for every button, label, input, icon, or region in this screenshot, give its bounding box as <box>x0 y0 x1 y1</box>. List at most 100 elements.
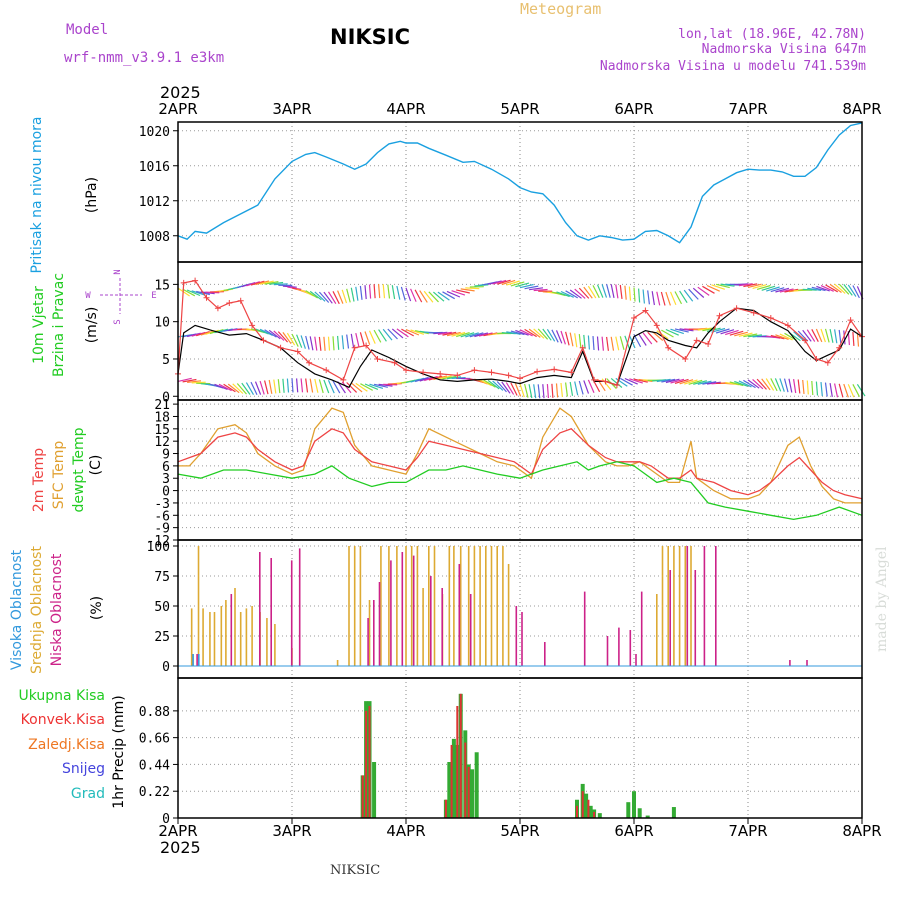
wind-barb <box>350 287 355 302</box>
wind-barb <box>332 380 341 394</box>
wind-barb <box>510 281 525 287</box>
wind-gust-marker <box>802 337 808 344</box>
wind-barb <box>624 377 638 385</box>
wind-barb <box>811 329 819 342</box>
wind-barb <box>264 380 269 395</box>
wind-gust-marker <box>705 341 712 348</box>
wind-barb <box>264 329 277 338</box>
wind-barb <box>487 379 500 390</box>
y-tick-label: -3 <box>154 497 170 512</box>
wind-barb <box>254 381 262 395</box>
wind-barb <box>852 285 860 299</box>
wind-barb <box>583 286 593 299</box>
wind-barb <box>574 333 578 348</box>
lonlat-text: lon,lat (18.96E, 42.78N) <box>678 27 866 42</box>
wind-barb <box>492 380 504 391</box>
wind-barb <box>610 336 615 351</box>
wind-barb <box>277 379 281 394</box>
wind-barb <box>702 381 717 385</box>
wind-barb <box>820 328 826 343</box>
wind-barb <box>433 331 448 335</box>
precip-total-bar <box>588 805 593 818</box>
y-tick-label: 15 <box>154 423 170 438</box>
temp-label-2: SFC Temp <box>51 441 67 510</box>
wind-barb <box>797 330 809 342</box>
precip-unit: 1hr Precip (mm) <box>111 695 127 808</box>
legend-conv: Konvek.Kisa <box>21 712 105 728</box>
wind-barb <box>391 328 404 339</box>
wind-barb <box>601 336 604 351</box>
wind-barb <box>323 291 333 304</box>
wind-barb <box>200 330 215 336</box>
wind-barb <box>683 289 694 302</box>
wind-barb <box>756 378 767 390</box>
wind-barb <box>524 285 539 290</box>
wind-barb <box>364 285 367 300</box>
wind-barb <box>628 286 632 301</box>
y-tick-label: 1008 <box>139 230 170 245</box>
precip-total-bar <box>584 793 589 818</box>
y-tick-label: 5 <box>162 353 170 368</box>
temp-unit: (C) <box>88 455 104 476</box>
compass-e: E <box>151 291 156 301</box>
wind-barb <box>286 378 290 393</box>
precip-conv-bar <box>581 791 584 818</box>
compass-s: S <box>113 319 123 324</box>
wind-barb <box>670 328 684 335</box>
wind-gust-marker <box>374 355 381 362</box>
wind-barb <box>838 329 842 344</box>
wind-barb <box>565 382 568 397</box>
y-tick-label: -12 <box>147 534 170 549</box>
precip-total-bar <box>645 815 650 818</box>
wind-barb <box>355 332 360 347</box>
wind-barb <box>268 379 273 394</box>
wind-barb <box>752 284 767 289</box>
wind-barb <box>528 384 533 399</box>
station-title: NIKSIC <box>330 25 410 49</box>
precip-total-bar <box>597 813 602 818</box>
wind-barb <box>551 329 559 343</box>
wind-barb <box>615 284 619 299</box>
wind-barb <box>775 287 790 293</box>
wind-barb <box>428 291 439 303</box>
x-tick-label-top: 3APR <box>272 100 311 118</box>
wind-barb <box>688 379 703 385</box>
x-tick-label-bottom: 7APR <box>728 822 767 840</box>
wind-barb <box>514 383 522 397</box>
x-tick-label-top: 6APR <box>614 100 653 118</box>
wind-barb <box>797 379 801 394</box>
wind-barb <box>291 378 294 393</box>
wind-barb <box>515 329 529 336</box>
model-altitude-text: Nadmorska Visina u modelu 741.539m <box>600 59 866 74</box>
wind-barb <box>834 329 838 344</box>
wind-barb <box>232 383 244 394</box>
precip-total-bar <box>671 807 676 818</box>
wind-barb <box>802 329 812 342</box>
wind-barb <box>793 379 797 394</box>
wind-barb <box>410 288 417 302</box>
wind-barb <box>309 336 314 351</box>
wind-barb <box>711 284 725 290</box>
precip-conv-bar <box>368 706 371 818</box>
wind-gust-marker <box>249 322 256 329</box>
y-tick-label: -6 <box>154 509 170 524</box>
wind-barb <box>456 289 470 294</box>
wind-barb <box>277 331 289 343</box>
cloud-label-1: Visoka Oblacnost <box>9 549 25 670</box>
wind-gust-marker <box>391 359 398 366</box>
wind-barb <box>619 336 625 350</box>
wind-barb <box>378 284 381 299</box>
wind-barb <box>474 332 489 338</box>
wind-barb <box>368 330 376 344</box>
wind-gust-marker <box>180 279 187 286</box>
wind-barb <box>291 333 299 347</box>
wind-barb <box>305 378 309 393</box>
wind-barb <box>770 334 785 340</box>
x-tick-label-bottom: 5APR <box>500 822 539 840</box>
wind-gust-marker <box>568 369 575 376</box>
wind-barb <box>679 328 694 332</box>
wind-barb <box>478 378 492 387</box>
wind-barb <box>236 383 247 395</box>
wind-barb <box>296 378 299 393</box>
wind-barb <box>783 378 789 393</box>
